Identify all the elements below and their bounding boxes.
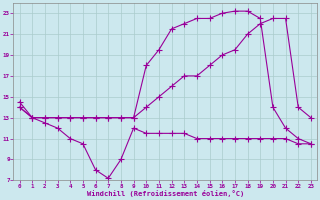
X-axis label: Windchill (Refroidissement éolien,°C): Windchill (Refroidissement éolien,°C) <box>87 190 244 197</box>
